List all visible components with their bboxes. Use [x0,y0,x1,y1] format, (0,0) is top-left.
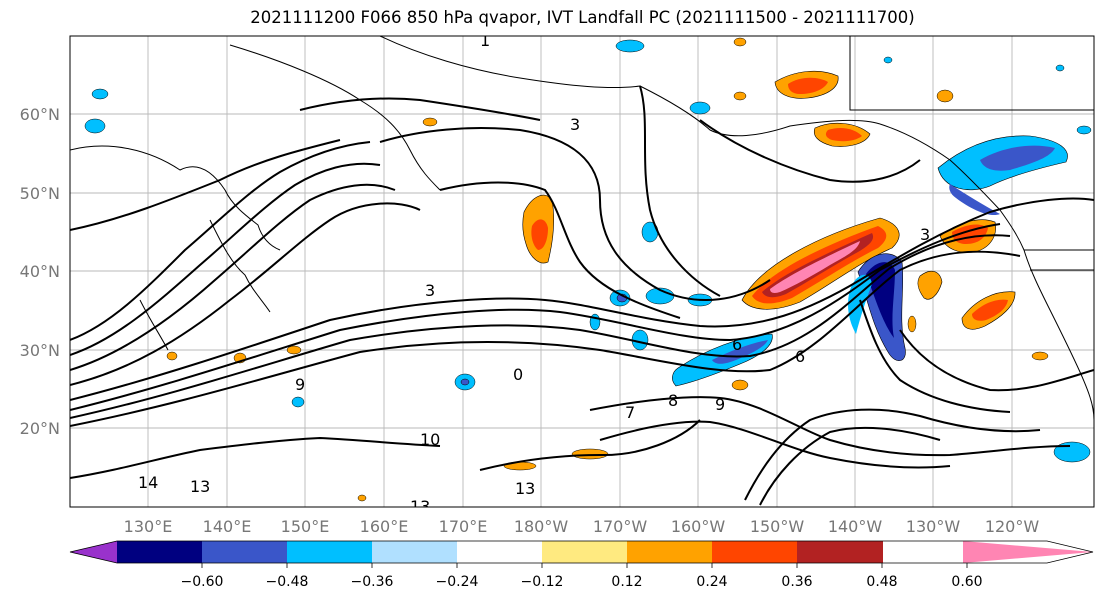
lat-label-60n: 60°N [20,105,60,124]
colorbar: −0.60 −0.48 −0.36 −0.24 −0.12 0.12 0.24 … [69,540,1094,590]
colorbar-swatch [457,541,543,563]
colorbar-swatch [712,541,798,563]
longitude-labels: 130°E 140°E 150°E 160°E 170°E 180°W 170°… [124,517,1040,536]
lon-label-150w: 150°W [750,517,805,536]
contour-label-9b: 9 [295,375,305,394]
contour-label-3b: 3 [425,281,435,300]
qvapor-shading [84,37,1092,502]
coastlines [70,36,1094,421]
contour-label-13a: 13 [515,479,535,498]
map-frame [69,35,1095,508]
page-title: 2021111200 F066 850 hPa qvapor, IVT Land… [250,8,915,27]
lon-label-170w: 170°W [593,517,648,536]
colorbar-swatch [542,541,628,563]
lon-label-160e: 160°E [360,517,409,536]
lon-label-140w: 140°W [828,517,883,536]
lon-label-140e: 140°E [203,517,252,536]
lat-label-40n: 40°N [20,262,60,281]
colorbar-tick-label: 0.60 [951,574,982,590]
colorbar-swatch [287,541,373,563]
colorbar-tick-label: −0.12 [521,574,564,590]
colorbar-right-arrow [963,541,1093,563]
colorbar-tick-label: −0.48 [266,574,309,590]
colorbar-swatch [797,541,883,563]
colorbar-left-arrow [70,541,117,563]
colorbar-tick-label: 0.36 [781,574,812,590]
colorbar-swatch [202,541,288,563]
contour-labels: 1 3 3 3 6 6 7 8 9 9 10 13 13 13 14 0 [138,31,930,516]
lat-label-50n: 50°N [20,184,60,203]
colorbar-tick-label: −0.24 [436,574,479,590]
contour-label-9a: 9 [715,395,725,414]
lon-label-170e: 170°E [439,517,488,536]
colorbar-tick-label: 0.24 [696,574,727,590]
colorbar-tick-label: 0.12 [611,574,642,590]
lon-label-130w: 130°W [906,517,961,536]
contour-label-13c: 13 [190,477,210,496]
colorbar-swatch [627,541,713,563]
colorbar-tick-label: −0.36 [351,574,394,590]
qvapor-contours [70,85,1094,506]
lat-label-20n: 20°N [20,419,60,438]
contour-label-6b: 6 [795,347,805,366]
gridlines [70,36,1094,507]
latitude-labels: 60°N 50°N 40°N 30°N 20°N [20,105,60,438]
contour-label-3a: 3 [570,115,580,134]
lon-label-120w: 120°W [985,517,1040,536]
colorbar-swatch [117,541,203,563]
contour-label-14: 14 [138,473,158,492]
contour-label-7: 7 [625,403,635,422]
lat-label-30n: 30°N [20,341,60,360]
contour-label-13b: 13 [410,497,430,516]
lon-label-130e: 130°E [124,517,173,536]
contour-label-3c: 3 [920,225,930,244]
colorbar-tick-label: −0.60 [181,574,224,590]
contour-label-10: 10 [420,430,440,449]
contour-label-1: 1 [480,31,490,50]
lon-label-160w: 160°W [671,517,726,536]
contour-label-6a: 6 [732,335,742,354]
colorbar-tick-label: 0.48 [866,574,897,590]
colorbar-swatch [372,541,458,563]
contour-label-8: 8 [668,391,678,410]
lon-label-150e: 150°E [281,517,330,536]
contour-label-0: 0 [513,365,523,384]
lon-label-180w: 180°W [514,517,569,536]
